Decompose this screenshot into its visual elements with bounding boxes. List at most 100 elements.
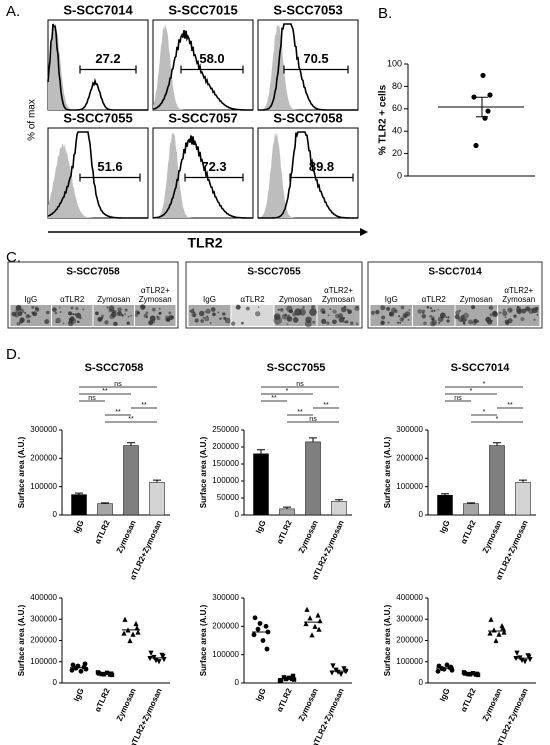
data-point [526,654,532,660]
y-axis-label: Surface area (A.U.) [17,436,26,508]
data-point [303,620,309,627]
gate-value: 58.0 [199,51,224,66]
data-point [487,630,493,636]
y-axis-label: Surface area (A.U.) [199,436,208,508]
colony [338,313,344,319]
x-tick-label: Zymosan [115,687,138,723]
colony [468,319,473,325]
colony [525,306,531,312]
significance-label: ** [297,409,303,416]
y-tick-label: 100000 [30,482,57,491]
data-point [312,623,318,629]
colony [158,307,161,310]
data-point [316,626,322,632]
gate-value: 89.8 [309,159,334,174]
data-point [147,655,153,662]
colony [400,305,405,310]
gate [79,65,137,74]
data-point [78,668,84,674]
colony [101,314,104,318]
isotype-histogram [258,132,358,218]
error-bar [75,492,83,495]
colony [205,308,211,314]
colony [429,314,432,318]
colony [24,311,27,314]
data-point [127,637,133,644]
micrograph [231,305,274,326]
colony [438,321,441,324]
colony [210,307,216,312]
y-tick-label: 40 [392,126,402,136]
micrograph [52,305,93,326]
plot-frame [47,19,149,111]
colony [192,308,195,311]
error-bar [476,96,488,118]
y-axis-label: % TLR2 + cells [378,84,389,155]
x-tick-label: IgG [254,687,268,703]
data-point [473,142,479,149]
error-bar [335,499,343,502]
panel-label: B. [378,5,392,22]
colony [347,309,352,315]
colony [257,306,260,308]
colony [62,322,65,325]
stained-histogram [152,135,253,219]
colony [124,313,127,315]
colony [273,316,282,325]
y-tick-label: 0 [235,678,240,687]
x-tick-label: IgG [438,519,452,535]
x-tick-label: αTLR2 [93,518,112,545]
colony [67,320,74,327]
data-point [470,671,476,676]
colony [222,312,226,316]
y-tick-label: 200000 [396,636,423,645]
colony [16,321,21,326]
condition-label: IgG [385,295,398,304]
significance-label: ns [114,381,122,388]
error-bar [519,479,527,483]
colony [430,307,433,310]
colony [17,311,23,316]
colony [507,307,513,313]
colony [72,313,75,316]
condition-label-text: αTLR2+ Zymosan [502,286,536,304]
plot-title: S-SCC7053 [273,2,342,17]
x-tick-label: αTLR2 [275,686,294,713]
bar [489,445,505,516]
colony [292,312,297,317]
x-tick-label: αTLR2 [275,518,294,545]
colony [381,315,386,320]
stained-histogram [258,23,358,111]
colony [204,311,207,313]
significance-label: * [286,388,289,395]
colony [113,321,118,327]
condition-label: Zymosan [279,295,312,304]
data-point [435,668,441,674]
colony [492,311,499,318]
colony [505,320,510,326]
colony [309,308,317,317]
colony [55,320,58,323]
isotype-histogram [48,24,148,110]
plot-title: S-SCC7015 [168,2,237,17]
y-tick-label: 50000 [217,493,240,502]
colony [531,307,538,314]
bar [437,494,453,516]
colony [76,320,80,324]
y-tick-label: 60 [392,103,402,113]
colony [489,313,493,317]
colony [326,321,330,325]
gate [180,65,244,74]
colony [204,316,210,322]
micrograph [135,305,176,326]
colony [533,318,536,321]
bar [71,494,87,516]
colony [58,306,61,309]
colony [321,310,326,315]
colony [516,305,520,309]
x-tick-label: Zymosan [297,519,320,555]
y-tick-label: 150000 [212,459,239,468]
y-tick-label: 0 [419,678,424,687]
significance-label: ** [128,416,134,423]
gate [184,173,244,182]
